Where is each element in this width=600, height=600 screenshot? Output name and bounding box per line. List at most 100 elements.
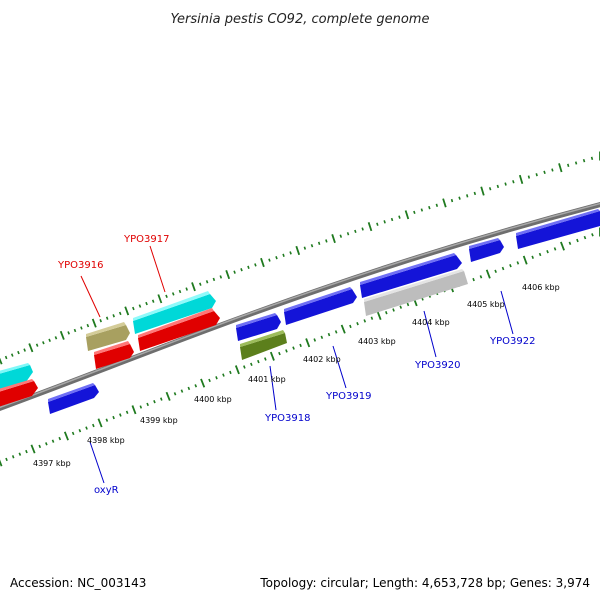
inner-ring-tick [522, 255, 528, 265]
inner-ring-tick [38, 444, 42, 449]
inner-ring-tick [215, 376, 218, 380]
outer-ring-tick [233, 270, 236, 274]
gene-ypo3916[interactable] [86, 322, 130, 351]
outer-ring-tick [428, 205, 431, 210]
outer-ring-tick [145, 301, 148, 306]
genome-backbone [0, 202, 600, 411]
inner-ring-tick [153, 400, 156, 404]
tick-label-4401: 4401 kbp [248, 375, 286, 384]
inner-ring-tick [327, 332, 331, 337]
inner-ring-tick [25, 449, 28, 454]
inner-ring-tick [146, 402, 149, 407]
inner-ring-tick [5, 457, 8, 462]
gene-label-ypo3918[interactable]: YPO3918 [264, 413, 310, 424]
gene-ypo3918-blue[interactable] [236, 313, 281, 341]
inner-ring-tick [553, 247, 557, 251]
inner-ring-tick [194, 384, 198, 388]
inner-ring-tick [560, 241, 565, 251]
outer-ring-tick [354, 229, 357, 234]
gene-label-ypo3917[interactable]: YPO3917 [123, 234, 169, 245]
inner-ring-tick [568, 241, 572, 245]
outer-ring-tick [331, 234, 336, 244]
gene-label-ypo3919[interactable]: YPO3919 [325, 391, 371, 402]
inner-ring-tick [92, 423, 95, 428]
inner-ring-tick [250, 362, 253, 366]
gene-ypo3919[interactable] [284, 287, 357, 325]
tick-label-4402: 4402 kbp [303, 355, 341, 364]
inner-ring-tick [165, 391, 171, 401]
outer-ring-tick [17, 350, 20, 355]
inner-ring-tick [334, 330, 338, 334]
inner-ring-tick [399, 305, 403, 309]
tick-label-4398: 4398 kbp [87, 436, 125, 445]
gene-cyan-left[interactable] [0, 363, 33, 390]
outer-ring-tick [28, 343, 34, 353]
outer-ring-tick [268, 258, 271, 262]
inner-ring-tick [131, 405, 137, 415]
inner-ring-tick [376, 310, 382, 321]
outer-ring-tick [185, 287, 188, 291]
outer-ring-tick [376, 222, 379, 226]
inner-ring-tick [516, 261, 520, 265]
outer-ring-tick [504, 182, 507, 186]
outer-ring-tick [282, 253, 285, 257]
topology-summary: Topology: circular; Length: 4,653,728 bp… [259, 576, 590, 590]
outer-ring-tick [138, 304, 142, 308]
outer-ring-tick [205, 280, 209, 284]
inner-ring-tick [269, 351, 275, 361]
gene-ypo3920[interactable] [364, 269, 468, 316]
inner-ring-tick [583, 235, 587, 240]
gene-right-blue[interactable] [516, 209, 600, 249]
gene-label-oxyr[interactable]: oxyR [94, 485, 119, 496]
gene-label-ypo3916[interactable]: YPO3916 [57, 260, 103, 271]
outer-ring-tick [132, 306, 135, 311]
inner-ring-tick [299, 343, 302, 348]
outer-ring-tick [325, 239, 328, 243]
outer-ring-tick [404, 210, 410, 220]
outer-ring-tick [42, 341, 45, 345]
inner-ring-tick [208, 378, 211, 383]
inner-ring-tick [305, 338, 311, 348]
inner-ring-tick [18, 452, 22, 456]
outer-ring-tick [10, 353, 14, 357]
outer-ring-tick [91, 318, 97, 328]
outer-ring-tick [80, 326, 83, 330]
inner-ring-tick [406, 302, 410, 307]
inner-ring-tick [392, 308, 395, 312]
outer-ring-tick [310, 244, 314, 248]
inner-ring-tick [385, 311, 388, 315]
inner-ring-tick [187, 386, 191, 391]
outer-ring-tick [383, 220, 386, 224]
inner-ring-tick [546, 250, 549, 254]
gene-ypo3917[interactable] [133, 291, 216, 334]
outer-ring-tick [178, 289, 182, 294]
outer-ring-tick [157, 294, 163, 304]
inner-ring-tick [494, 269, 497, 273]
outer-ring-tick [247, 265, 250, 269]
outer-ring-tick [488, 187, 492, 191]
inner-ring-tick [501, 266, 505, 271]
gene-red-left[interactable] [0, 379, 38, 408]
outer-ring-tick [191, 282, 196, 292]
inner-ring-tick [320, 335, 324, 339]
gene-ypo3917-red[interactable] [138, 308, 220, 351]
gene-label-ypo3922[interactable]: YPO3922 [489, 336, 535, 347]
outer-ring-tick [23, 348, 26, 352]
inner-ring-tick [356, 322, 359, 326]
gene-oxyr[interactable] [48, 383, 99, 414]
outer-ring-tick [574, 161, 578, 165]
gene-ypo3916-red[interactable] [94, 341, 134, 369]
outer-ring-tick [295, 245, 301, 256]
gene-ypo3920-blue[interactable] [360, 253, 462, 298]
gene-ypo3918[interactable] [240, 330, 287, 360]
inner-ring-tick [222, 373, 225, 377]
gene-label-ypo3920[interactable]: YPO3920 [414, 360, 460, 371]
outer-ring-tick [171, 292, 175, 296]
outer-ring-tick [240, 268, 243, 272]
outer-ring-tick [339, 234, 343, 238]
tick-label-4397: 4397 kbp [33, 459, 71, 468]
outer-ring-tick [124, 306, 130, 316]
inner-ring-tick [538, 252, 542, 257]
inner-ring-tick [200, 378, 206, 388]
gene-ypo3922[interactable] [469, 238, 504, 262]
